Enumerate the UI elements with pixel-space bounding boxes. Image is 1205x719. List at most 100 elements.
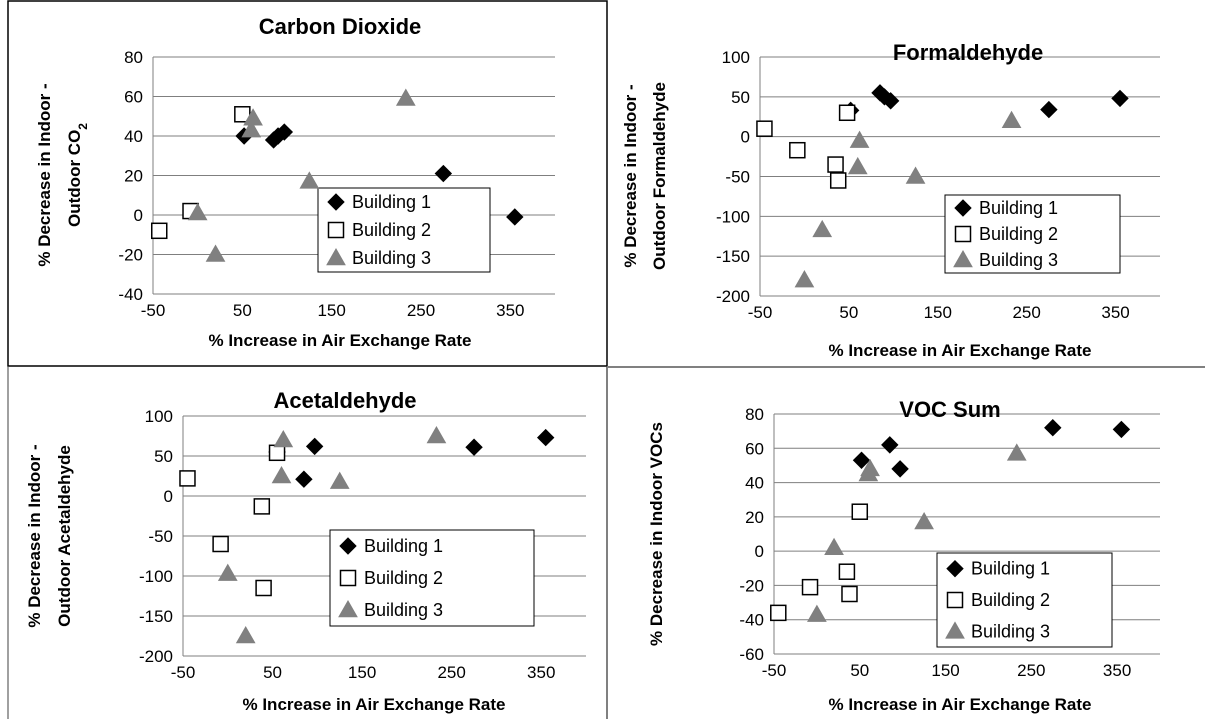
legend-marker <box>946 559 964 578</box>
x-axis-label: % Increase in Air Exchange Rate <box>829 341 1092 360</box>
chart-panel-0: -40 -20 0 20 40 60 80 -50 50 150 250 350 Carbon Diox… <box>35 14 555 350</box>
data-point <box>187 203 208 221</box>
data-point <box>838 104 856 122</box>
y-axis-label-main: Outdoor Formaldehyde <box>650 82 669 270</box>
legend-box <box>936 552 1113 648</box>
y-tick-label: -20 <box>739 576 764 595</box>
x-tick-label: -50 <box>748 303 773 322</box>
legend-label: Building 3 <box>364 600 443 620</box>
data-point <box>801 578 819 596</box>
series-diamond <box>852 419 1131 478</box>
chart-panel-2: -200 -150 -100 -50 0 50 100 -50 50 150 250 350 Aceta… <box>25 388 586 714</box>
chart-title: Acetaldehyde <box>273 388 416 413</box>
y-tick-label: 100 <box>145 407 173 426</box>
y-axis-label-line1: % Decrease in Indoor - <box>25 444 44 627</box>
data-point <box>849 130 870 148</box>
y-axis-label-line2: Outdoor Acetaldehyde <box>55 445 74 627</box>
y-tick-label: -40 <box>739 611 764 630</box>
x-tick-label: 250 <box>437 663 465 682</box>
data-point <box>827 156 844 173</box>
y-tick-label: 100 <box>722 48 750 67</box>
data-point <box>268 444 286 462</box>
data-point <box>329 471 350 489</box>
legend-label: Building 2 <box>364 568 443 588</box>
panel-frames <box>7 0 1205 719</box>
series-triangle <box>187 88 416 262</box>
chart-title: Formaldehyde <box>893 40 1043 65</box>
y-axis-label-main: Outdoor CO <box>65 130 84 227</box>
x-tick-label: 350 <box>527 663 555 682</box>
y-tick-label: -200 <box>716 287 750 306</box>
series-triangle <box>217 425 447 644</box>
data-point <box>824 537 844 555</box>
x-tick-label: 350 <box>1103 661 1131 680</box>
data-point <box>243 108 263 126</box>
data-point <box>1006 443 1027 461</box>
x-axis-label: % Increase in Air Exchange Rate <box>209 331 472 350</box>
y-tick-label: -60 <box>739 645 764 664</box>
y-tick-label: 20 <box>745 508 764 527</box>
x-tick-label: 250 <box>407 301 435 320</box>
legend: Building 1 Building 2 Building 3 <box>329 529 535 627</box>
y-axis-label-line2: Outdoor Formaldehyde <box>650 82 669 270</box>
legend-box <box>944 194 1121 274</box>
x-axis-label: % Increase in Air Exchange Rate <box>829 695 1092 714</box>
legend-box <box>329 529 535 627</box>
x-tick-label: 150 <box>924 303 952 322</box>
data-point <box>253 498 271 515</box>
legend: Building 1 Building 2 Building 3 <box>317 187 491 273</box>
x-tick-label: -50 <box>141 301 166 320</box>
data-point <box>905 166 926 184</box>
data-point <box>807 604 827 622</box>
data-point <box>295 470 313 488</box>
y-tick-label: 20 <box>124 167 143 186</box>
x-tick-label: 50 <box>850 661 869 680</box>
x-tick-label: 50 <box>839 303 858 322</box>
data-point <box>434 164 453 183</box>
data-point <box>860 458 880 477</box>
x-tick-label: 50 <box>233 301 252 320</box>
data-point <box>1001 110 1022 128</box>
data-point <box>305 437 324 456</box>
legend-marker <box>946 591 964 609</box>
legend-marker <box>326 247 346 266</box>
y-tick-label: -150 <box>716 247 750 266</box>
data-point <box>275 123 294 141</box>
x-tick-label: 350 <box>1101 303 1129 322</box>
x-tick-label: 150 <box>317 301 345 320</box>
legend-marker <box>954 225 972 243</box>
y-tick-label: -50 <box>725 168 750 187</box>
data-point <box>1111 89 1129 108</box>
chart-panel-3: -60 -40 -20 0 20 40 60 80 -50 50 150 250 350 VOC Sum%… <box>647 397 1160 714</box>
data-point <box>891 460 909 478</box>
legend: Building 1 Building 2 Building 3 <box>944 194 1121 274</box>
data-point <box>838 563 856 580</box>
legend-label: Building 3 <box>352 248 431 268</box>
legend-label: Building 3 <box>979 250 1058 270</box>
chart-title: VOC Sum <box>899 397 1000 422</box>
legend-label: Building 3 <box>971 621 1050 641</box>
data-point <box>179 470 196 487</box>
data-point <box>881 436 899 454</box>
y-axis-label-line2: Outdoor CO2 <box>65 123 90 227</box>
legend-label: Building 2 <box>352 220 431 240</box>
series-diamond <box>268 428 555 488</box>
y-tick-label: 80 <box>745 405 764 424</box>
y-tick-label: 0 <box>164 487 173 506</box>
x-tick-label: 150 <box>348 663 376 682</box>
y-tick-label: -20 <box>118 246 143 265</box>
legend-marker <box>327 193 345 211</box>
data-point <box>255 579 272 597</box>
data-point <box>851 503 869 520</box>
y-tick-label: 0 <box>741 128 750 147</box>
data-point <box>212 535 229 553</box>
data-point <box>794 270 815 288</box>
data-point <box>841 585 858 603</box>
data-point <box>426 425 447 444</box>
data-point <box>299 171 320 189</box>
x-tick-label: -50 <box>762 661 787 680</box>
x-tick-label: 150 <box>931 661 959 680</box>
data-point <box>881 92 900 110</box>
y-tick-label: -200 <box>139 647 173 666</box>
